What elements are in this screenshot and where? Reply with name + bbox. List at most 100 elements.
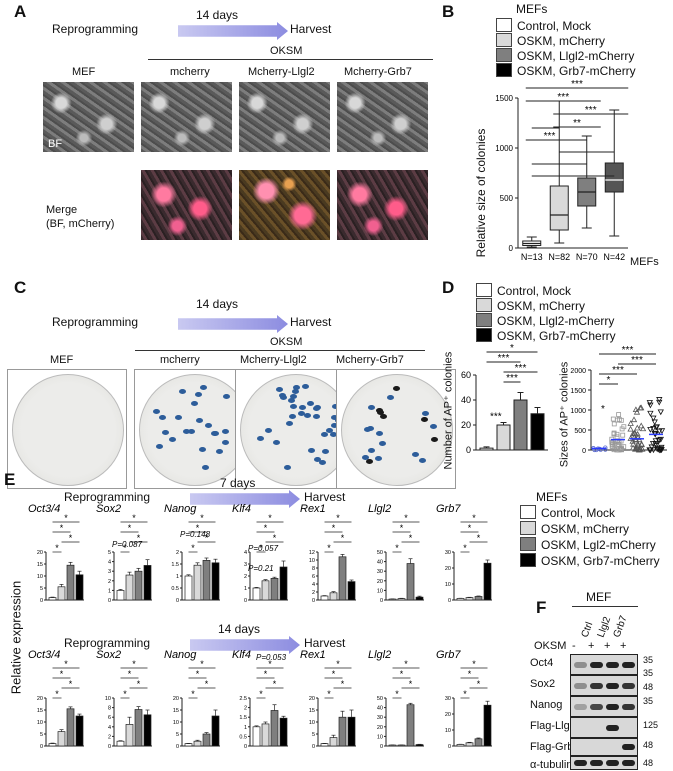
a-time-arrow — [178, 22, 288, 40]
e-bar — [329, 592, 338, 601]
ap-colony — [290, 393, 298, 399]
ap-colony — [411, 451, 419, 457]
e-ytick-label: 0 — [40, 598, 43, 604]
e-ytick-label: 5 — [108, 550, 111, 556]
e-ytick-label: 0 — [108, 598, 111, 604]
e-bar — [474, 596, 483, 601]
d-right-point — [634, 430, 641, 437]
e-ytick-label: 0 — [176, 744, 179, 750]
f-mw-marker: 35 — [643, 655, 654, 665]
e-ytick-label: 5 — [40, 732, 43, 738]
e-ytick-label: 0 — [380, 744, 383, 750]
e-bar — [320, 595, 329, 601]
e-ytick-label: 10 — [309, 720, 315, 726]
e-sig-star: * — [128, 669, 132, 679]
e-ytick-label: 0 — [448, 598, 451, 604]
a-harvest-label: Harvest — [290, 22, 332, 36]
e-sig-star: * — [341, 679, 345, 689]
e-gene-label: Oct3/4 — [28, 503, 60, 515]
d-left-bar — [530, 413, 545, 451]
ap-colony — [212, 431, 220, 437]
e-ytick-label: 1 — [176, 574, 179, 580]
e-sig-star: * — [69, 679, 73, 689]
e-bar — [338, 716, 347, 747]
b-legend-item-2: OSKM, Llgl2-mCherry — [496, 48, 634, 63]
e-sig-star: * — [137, 533, 141, 543]
e-pval: P=0.087 — [112, 540, 143, 549]
e-top-harvest: Harvest — [304, 490, 346, 504]
e-sig-star: * — [409, 679, 413, 689]
d-left-sig-stars: *** — [498, 353, 510, 364]
e-ytick-label: 5 — [40, 586, 43, 592]
b-sig-stars: *** — [585, 105, 597, 116]
e-sig-star: * — [200, 513, 204, 523]
ap-colony — [162, 429, 170, 435]
ap-colony — [330, 431, 338, 437]
e-ytick-label: 30 — [377, 569, 383, 575]
ap-colony — [191, 400, 199, 406]
e-ytick-label: 4 — [108, 725, 111, 731]
e-bar — [143, 565, 152, 601]
f-band — [606, 682, 619, 689]
e-sig-star: * — [395, 543, 399, 553]
e-sig-star: * — [137, 679, 141, 689]
d-right-point — [620, 432, 626, 438]
e-ytick-label: 0 — [380, 598, 383, 604]
e-gene-label: Nanog — [164, 649, 197, 661]
ap-colony — [216, 449, 224, 455]
e-sig-star: * — [200, 659, 204, 669]
ap-colony — [421, 417, 429, 423]
e-bar — [474, 738, 483, 747]
c-harvest-label: Harvest — [290, 315, 332, 329]
panel-label-c: C — [14, 278, 27, 297]
e-pval: P=0.21 — [248, 564, 274, 573]
d-right-point — [610, 416, 616, 422]
e-bar — [347, 581, 356, 601]
e-ytick-label: 20 — [37, 550, 43, 556]
e-ytick-label: 0 — [448, 744, 451, 750]
e-bar — [134, 570, 143, 601]
e-legend-item-1: OSKM, mCherry — [520, 521, 629, 536]
ap-colony — [321, 432, 329, 438]
e-ytick-label: 5 — [312, 732, 315, 738]
e-bar — [415, 596, 424, 601]
ap-colony — [292, 384, 300, 390]
ap-colony — [314, 405, 322, 411]
ap-colony — [392, 385, 400, 391]
e-sig-star: * — [341, 533, 345, 543]
d-right-point — [647, 410, 654, 417]
ap-colony — [331, 403, 339, 409]
d-left-ylabel: Number of AP⁺ colonies — [442, 351, 455, 470]
panel-label-a: A — [14, 2, 27, 21]
d-right-point — [629, 444, 637, 451]
e-bar — [261, 723, 270, 747]
e-gene-label: Grb7 — [436, 503, 461, 515]
d-left-sig-stars: * — [510, 343, 514, 354]
e-bottom-days: 14 days — [218, 622, 261, 636]
e-bar — [184, 743, 193, 747]
ap-colony — [386, 395, 394, 401]
e-ytick-label: 30 — [377, 715, 383, 721]
ap-colony — [430, 436, 438, 442]
a-image-mcherry-merge — [141, 170, 232, 240]
d-right-point — [653, 443, 660, 449]
b-legend-item-0: Control, Mock — [496, 18, 591, 33]
ap-colony — [362, 454, 370, 460]
a-col-llgl2: Mcherry-Llgl2 — [248, 66, 315, 78]
e-gene-label: Nanog — [164, 503, 197, 515]
ap-colony — [307, 401, 315, 407]
b-legend-item-3: OSKM, Grb7-mCherry — [496, 63, 636, 78]
b-sig-stars: *** — [557, 92, 569, 103]
e-ytick-label: 0 — [108, 744, 111, 750]
e-ytick-label: 15 — [37, 708, 43, 714]
f-lane-grb7: Grb7 — [611, 614, 630, 639]
e-bar — [75, 715, 84, 747]
ap-colony — [376, 431, 384, 437]
f-band — [622, 682, 635, 689]
e-ytick-label: 2 — [108, 579, 111, 585]
ap-colony — [366, 458, 374, 464]
e-legend-item-0: Control, Mock — [520, 505, 615, 520]
a-bf-label: BF — [48, 138, 63, 150]
